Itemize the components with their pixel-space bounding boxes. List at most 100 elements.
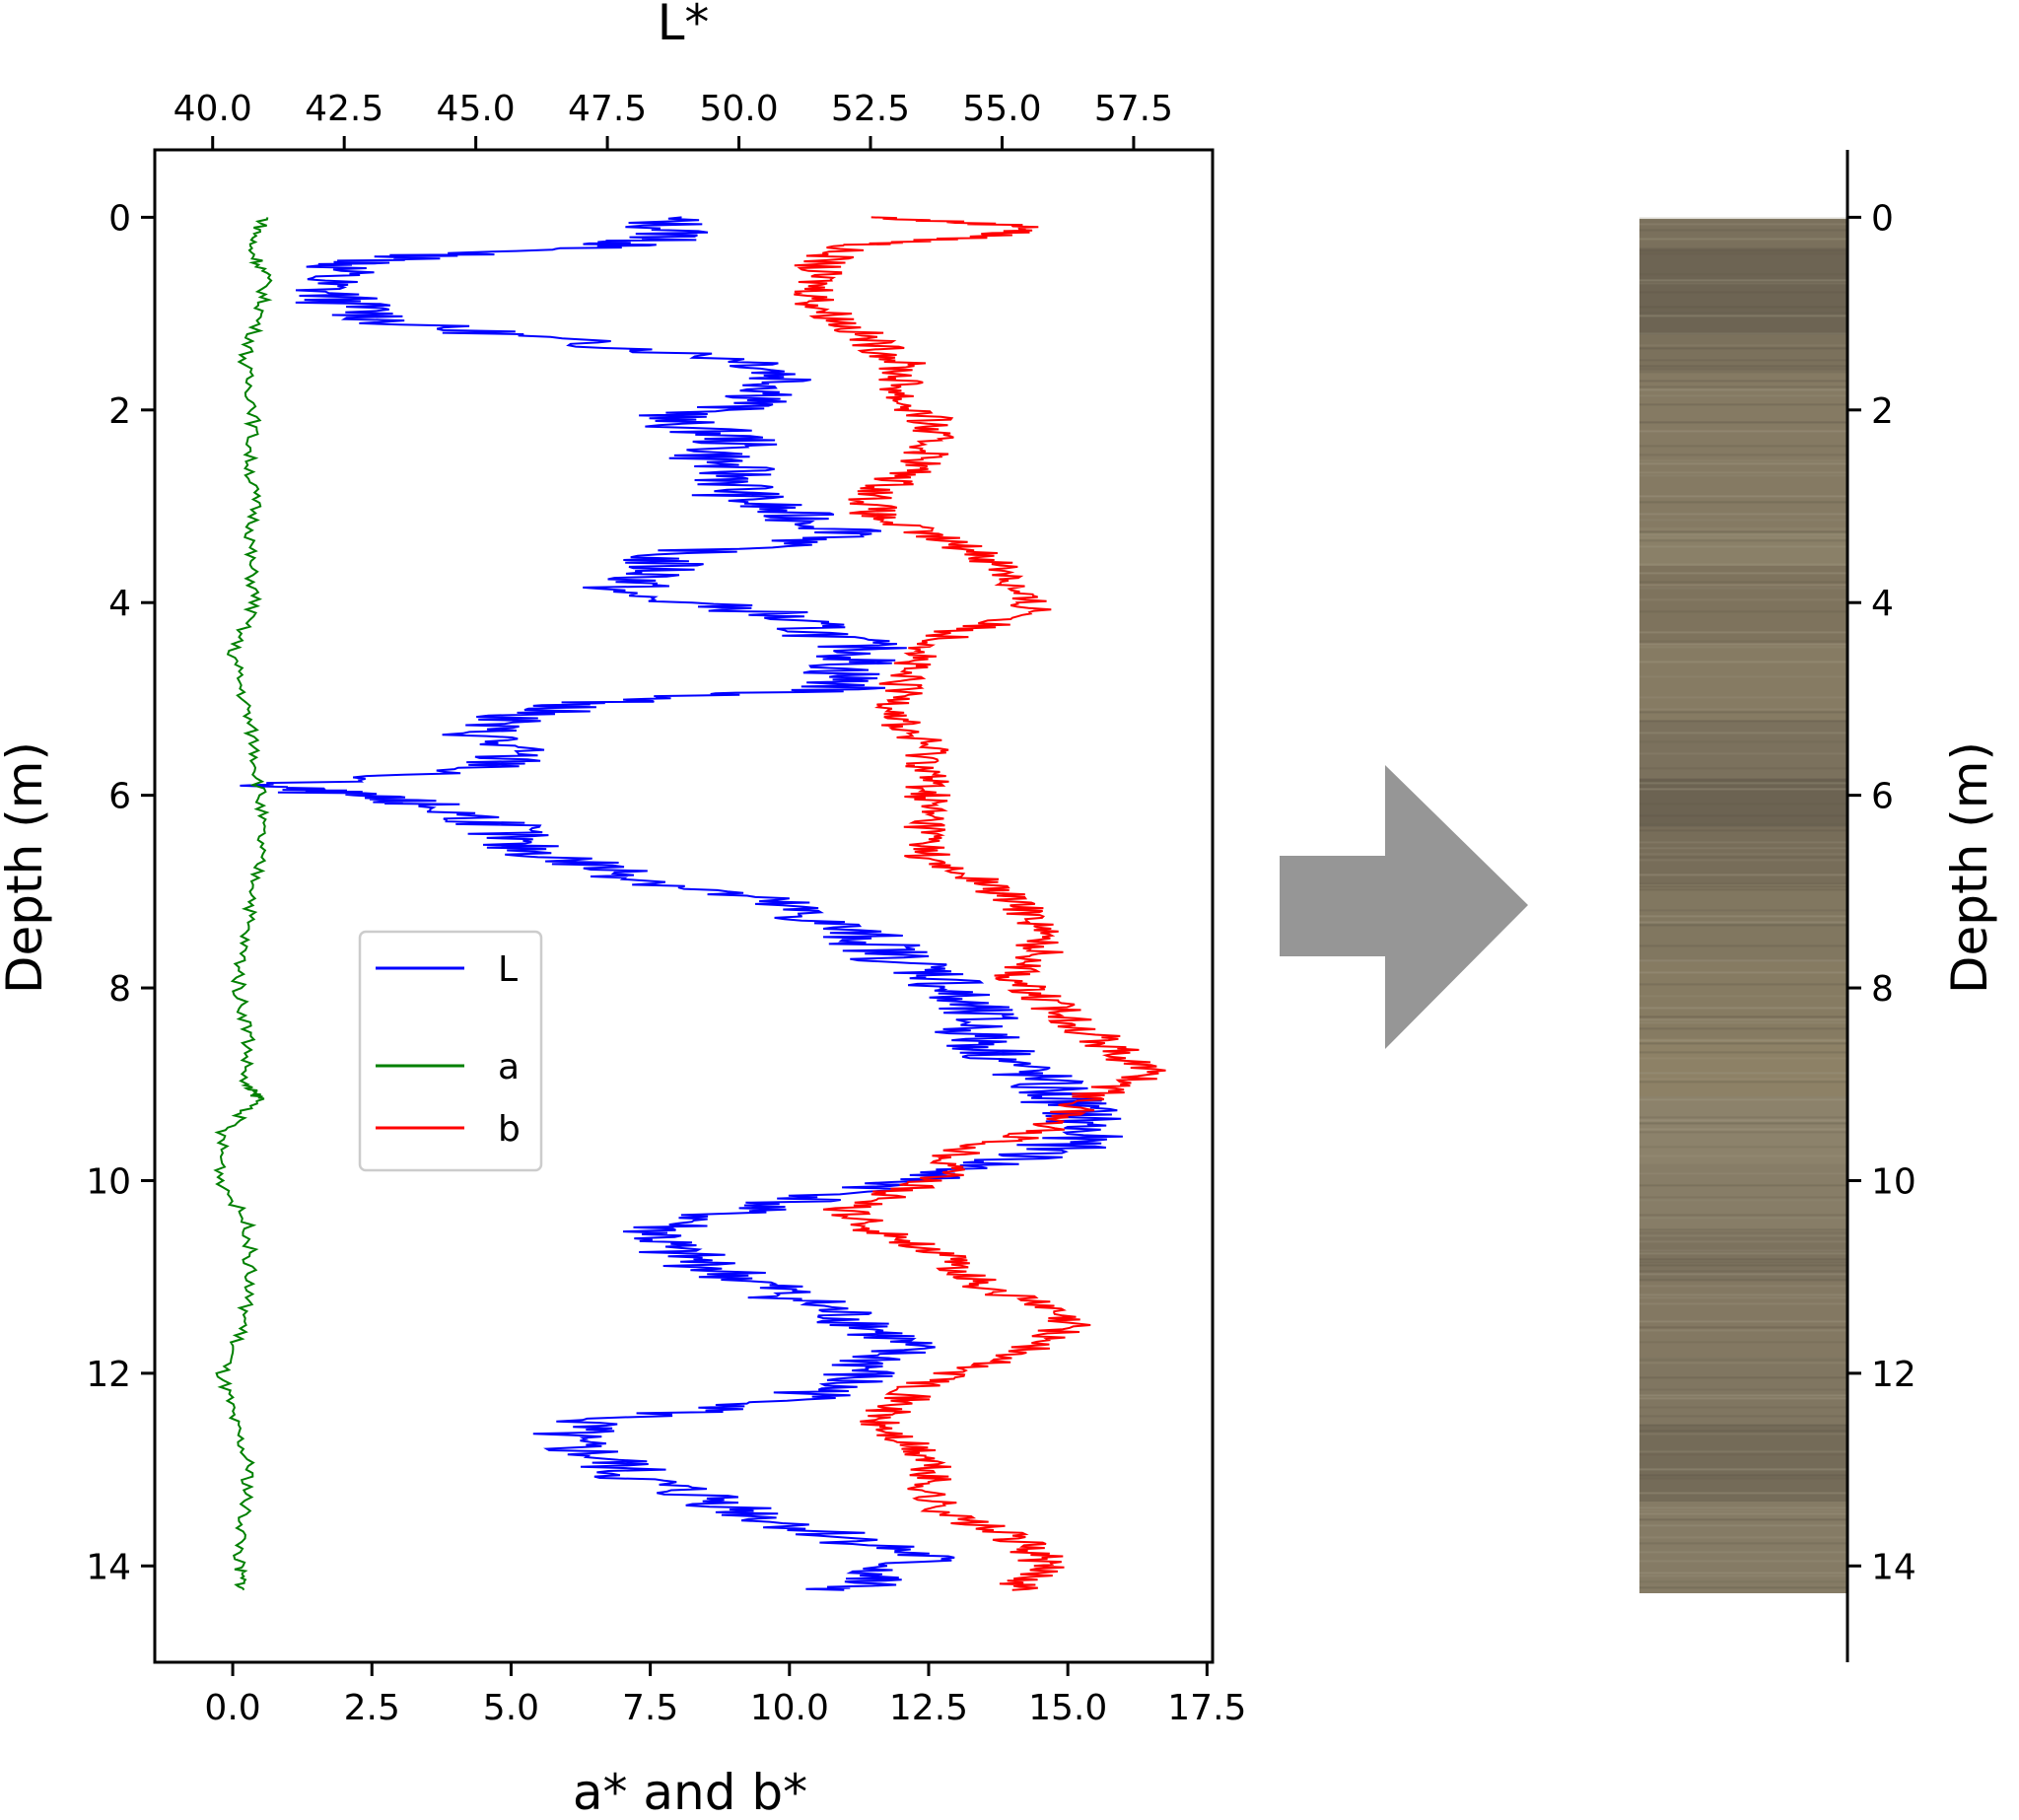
color-stripe	[1639, 847, 1846, 850]
color-stripe	[1639, 803, 1846, 805]
color-stripe	[1639, 539, 1846, 542]
bottom-tick-label: 10.0	[750, 1688, 829, 1728]
color-stripe	[1639, 581, 1846, 584]
color-stripe	[1639, 1453, 1846, 1456]
color-stripe	[1639, 501, 1846, 504]
color-stripe	[1639, 445, 1846, 448]
color-stripe	[1639, 430, 1846, 433]
color-stripe	[1639, 462, 1846, 465]
color-stripe	[1639, 708, 1846, 711]
color-stripe	[1639, 1572, 1846, 1575]
color-stripe	[1639, 344, 1846, 347]
color-stripe	[1639, 1199, 1846, 1202]
color-stripe	[1639, 1146, 1846, 1149]
left-tick-label: 12	[86, 1355, 131, 1395]
color-stripe	[1639, 859, 1846, 862]
color-column-stripes	[1639, 217, 1846, 1589]
color-stripe	[1639, 915, 1846, 918]
right-tick-label: 10	[1871, 1161, 1916, 1202]
color-stripe	[1639, 1477, 1846, 1480]
color-stripe	[1639, 1078, 1846, 1081]
color-column-strip	[1639, 219, 1846, 1593]
bottom-axis-title: a* and b*	[573, 1764, 807, 1820]
color-stripe	[1639, 1575, 1846, 1577]
color-stripe	[1639, 495, 1846, 498]
color-stripe	[1639, 1007, 1846, 1010]
color-stripe	[1639, 1397, 1846, 1400]
legend-label-a: a	[498, 1047, 520, 1087]
color-stripe	[1639, 885, 1846, 888]
color-stripe	[1639, 646, 1846, 649]
color-stripe	[1639, 1279, 1846, 1282]
color-stripe	[1639, 1450, 1846, 1453]
color-stripe	[1639, 533, 1846, 536]
color-stripe	[1639, 1518, 1846, 1521]
left-tick-label: 8	[108, 969, 131, 1010]
color-stripe	[1639, 1128, 1846, 1131]
color-stripe	[1639, 909, 1846, 912]
color-stripe	[1639, 1273, 1846, 1276]
color-stripe	[1639, 279, 1846, 282]
color-stripe	[1639, 921, 1846, 924]
top-tick-label: 55.0	[962, 89, 1041, 129]
right-tick-label: 6	[1871, 777, 1894, 817]
color-stripe	[1639, 631, 1846, 634]
color-stripe	[1639, 536, 1846, 539]
bottom-tick-label: 5.0	[483, 1688, 539, 1728]
color-stripe	[1639, 1506, 1846, 1509]
color-stripe	[1639, 882, 1846, 885]
right-tick-label: 4	[1871, 584, 1894, 624]
color-stripe	[1639, 1196, 1846, 1199]
color-stripe	[1639, 1474, 1846, 1477]
color-stripe	[1639, 661, 1846, 664]
color-stripe	[1639, 610, 1846, 613]
series-line-b	[794, 216, 1166, 1591]
color-stripe	[1639, 223, 1846, 226]
color-stripe	[1639, 1214, 1846, 1217]
color-stripe	[1639, 332, 1846, 335]
color-stripe	[1639, 1018, 1846, 1021]
color-stripe	[1639, 1551, 1846, 1554]
color-stripe	[1639, 1509, 1846, 1512]
top-tick-label: 45.0	[437, 89, 516, 129]
left-tick-label: 2	[108, 391, 131, 432]
color-stripe	[1639, 1285, 1846, 1288]
top-tick-label: 40.0	[174, 89, 252, 129]
top-tick-label: 42.5	[305, 89, 383, 129]
color-stripe	[1639, 1116, 1846, 1119]
right-axis-title: Depth (m)	[1941, 741, 1998, 994]
color-profile-plot: 40.0 42.5 45.0 47.5 50.0 52.5 55.0 57.5 0.0 2.5 5…	[0, 0, 1246, 1820]
color-stripe	[1639, 530, 1846, 533]
color-stripe	[1639, 752, 1846, 755]
color-stripe	[1639, 229, 1846, 232]
color-stripe	[1639, 643, 1846, 646]
bottom-axis-ticks: 0.0 2.5 5.0 7.5 10.0 12.5 15.0 17.5	[204, 1662, 1246, 1728]
color-stripe	[1639, 1155, 1846, 1157]
color-stripe	[1639, 1542, 1846, 1545]
top-axis-title: L*	[658, 0, 710, 51]
top-axis-ticks: 40.0 42.5 45.0 47.5 50.0 52.5 55.0 57.5	[174, 89, 1173, 150]
color-stripe	[1639, 1122, 1846, 1125]
left-axis-title: Depth (m)	[0, 741, 53, 994]
legend-label-b: b	[498, 1109, 521, 1150]
color-stripe	[1639, 1406, 1846, 1409]
color-stripe	[1639, 711, 1846, 714]
right-tick-label: 12	[1871, 1355, 1916, 1395]
color-stripe	[1639, 1234, 1846, 1237]
color-stripe	[1639, 782, 1846, 785]
top-tick-label: 47.5	[568, 89, 647, 129]
color-stripe	[1639, 1051, 1846, 1054]
color-stripe	[1639, 368, 1846, 371]
color-stripe	[1639, 471, 1846, 474]
color-stripe	[1639, 312, 1846, 315]
color-stripe	[1639, 1240, 1846, 1243]
color-stripe	[1639, 1098, 1846, 1101]
bottom-tick-label: 15.0	[1028, 1688, 1107, 1728]
color-stripe	[1639, 238, 1846, 241]
color-stripe	[1639, 572, 1846, 575]
color-stripe	[1639, 1341, 1846, 1344]
color-stripe	[1639, 1580, 1846, 1583]
color-stripe	[1639, 1424, 1846, 1427]
color-stripe	[1639, 788, 1846, 791]
